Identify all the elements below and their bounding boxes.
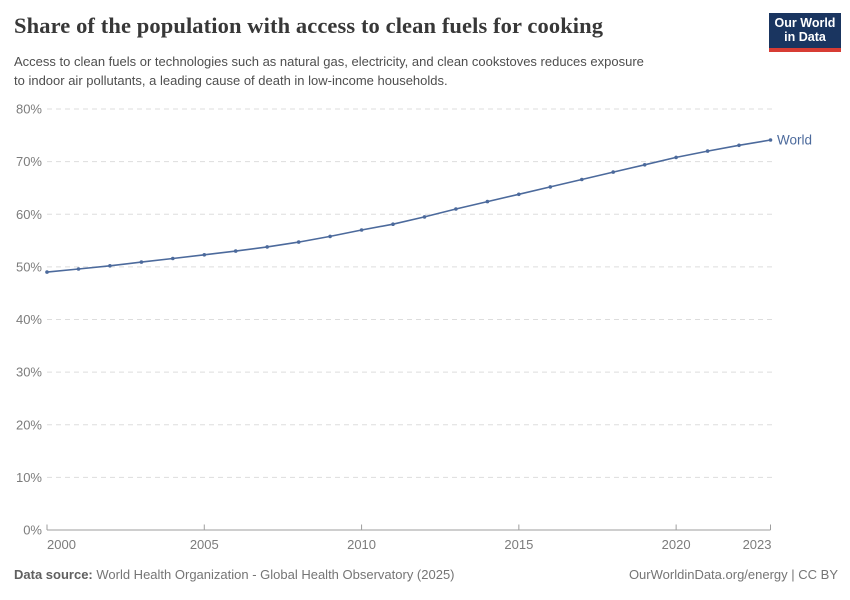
x-axis-tick-label: 2023	[743, 537, 772, 552]
y-axis-tick-label: 50%	[16, 259, 42, 274]
page-title: Share of the population with access to c…	[14, 13, 604, 38]
y-axis-tick-label: 80%	[16, 102, 42, 117]
owid-logo-text: Our World in Data	[769, 13, 841, 48]
data-point	[611, 170, 615, 174]
y-axis-tick-label: 40%	[16, 312, 42, 327]
data-point	[737, 143, 741, 148]
y-axis-tick-label: 70%	[16, 154, 42, 169]
chart-subtitle: Access to clean fuels or technologies su…	[14, 52, 774, 90]
data-point	[45, 270, 49, 274]
data-point	[768, 138, 773, 142]
data-point	[202, 253, 207, 257]
chart-subtitle-line-1: Access to clean fuels or technologies su…	[14, 54, 644, 69]
chart-footer: Data source: World Health Organization -…	[14, 567, 838, 582]
data-point	[108, 264, 112, 268]
owid-logo: Our World in Data	[769, 13, 841, 52]
y-axis-tick-label: 60%	[16, 207, 42, 222]
owid-logo-line-2: in Data	[784, 30, 826, 44]
data-source-note: Data source: World Health Organization -…	[14, 567, 455, 582]
chart-subtitle-line-2: to indoor air pollutants, a leading caus…	[14, 73, 448, 88]
y-axis-tick-label: 20%	[16, 417, 42, 432]
data-point	[454, 207, 458, 211]
data-point	[391, 222, 395, 226]
data-point	[296, 240, 301, 244]
x-axis-tick-label: 2005	[190, 537, 219, 552]
owid-logo-line-1: Our World	[774, 16, 836, 30]
x-axis-tick-label: 2020	[662, 537, 691, 552]
data-point	[517, 192, 521, 197]
owid-logo-stripe	[769, 48, 841, 52]
data-point	[233, 249, 238, 253]
data-point	[674, 155, 678, 160]
data-point	[328, 234, 332, 239]
world-series-line	[46, 139, 771, 273]
x-axis-tick-label: 2015	[504, 537, 533, 552]
data-point	[705, 149, 710, 153]
data-point	[76, 267, 81, 271]
data-point	[171, 256, 175, 261]
x-axis-tick-label: 2010	[347, 537, 376, 552]
data-point	[359, 228, 364, 232]
data-point	[265, 245, 270, 249]
y-axis-tick-label: 10%	[16, 470, 42, 485]
data-point	[580, 177, 584, 182]
data-point	[548, 185, 553, 189]
x-axis-tick-label: 2000	[47, 537, 76, 552]
data-point	[139, 260, 144, 264]
license-note: OurWorldinData.org/energy | CC BY	[628, 567, 838, 582]
y-axis-tick-label: 30%	[16, 365, 42, 380]
series-end-label: World	[777, 133, 812, 148]
data-point	[422, 215, 427, 219]
data-source-text: World Health Organization - Global Healt…	[92, 567, 455, 582]
data-source-label: Data source:	[14, 567, 93, 582]
data-point	[642, 163, 647, 167]
y-axis-tick-label: 0%	[23, 523, 42, 538]
data-point	[485, 199, 490, 204]
